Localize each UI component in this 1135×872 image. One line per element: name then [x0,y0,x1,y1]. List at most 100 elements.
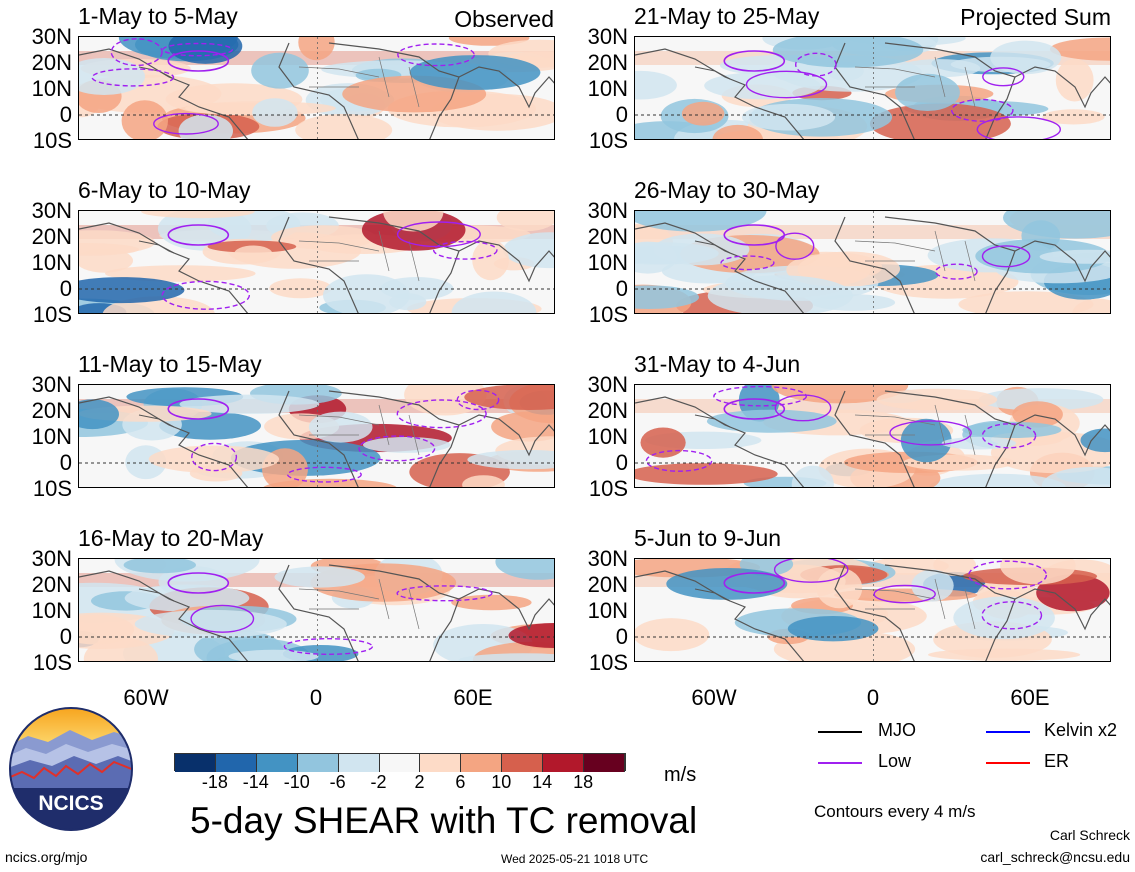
shear-field [79,211,554,313]
colorbar-swatch [543,754,585,772]
shear-map [634,558,1111,662]
shear-field [635,559,1110,661]
colorbar-tick-label: -14 [242,772,269,792]
legend-label-low: Low [878,751,912,771]
colorbar-swatch [256,754,298,772]
colorbar-tick-label: 2 [414,772,425,792]
shear-field [79,559,554,661]
lat-label: 30N [587,546,628,571]
legend-label-er: ER [1044,751,1070,771]
colorbar-swatch [420,754,462,772]
colorbar-swatch [175,754,216,772]
lat-label: 0 [615,102,628,127]
colorbar-ticks: -18 -14 -10 -6 -2 2 6 10 14 18 [174,772,626,794]
lat-label: 10S [32,302,72,327]
panel-title: 26-May to 30-May [634,177,820,203]
shear-field [635,385,1110,487]
lon-label-60w-right: 60W [691,685,737,710]
lat-label: 30N [31,372,72,397]
shear-map [78,210,555,314]
lat-label: 20N [31,398,72,423]
shear-map [78,36,555,140]
contours-note: Contours every 4 m/s [814,802,976,821]
lat-label: 0 [59,102,72,127]
colorbar-swatch [338,754,380,772]
legend-label-mjo: MJO [878,720,916,740]
lat-label: 0 [59,624,72,649]
shear-map [78,384,555,488]
lat-label: 30N [31,24,72,49]
legend-line-er [986,762,1030,764]
lat-label: 30N [587,24,628,49]
lon-label-60w-left: 60W [123,685,169,710]
lat-label: 20N [31,572,72,597]
lon-label-60e-left: 60E [453,685,493,710]
panel-title: 21-May to 25-May [634,3,820,29]
colorbar-tick-label: -6 [329,772,346,792]
lat-label: 20N [31,50,72,75]
panel-title: 11-May to 15-May [78,351,262,377]
observed-label: Observed [454,6,554,32]
lat-label: 10S [588,302,628,327]
colorbar-tick-label: 14 [532,772,553,792]
colorbar-swatch [215,754,257,772]
panel-title: 1-May to 5-May [78,3,238,29]
lat-label: 10S [32,128,72,153]
shear-field [79,385,554,487]
panel-title: 6-May to 10-May [78,177,251,203]
lat-label: 0 [615,276,628,301]
lat-label: 10N [31,424,72,449]
lat-label: 20N [587,224,628,249]
shear-map [78,558,555,662]
colorbar-tick-label: 10 [491,772,512,792]
lon-label-0-right: 0 [866,685,880,710]
lat-label: 20N [587,572,628,597]
lat-label: 10N [587,424,628,449]
shear-map [634,36,1111,140]
lat-label: 30N [587,372,628,397]
legend-line-mjo [818,731,862,733]
lat-label: 10S [32,650,72,675]
panel-title: 31-May to 4-Jun [634,351,801,377]
lat-label: 10N [587,598,628,623]
colorbar [174,753,626,772]
lat-label: 0 [59,276,72,301]
shear-map [634,210,1111,314]
shear-field [635,37,1110,139]
legend-label-kelvin: Kelvin x2 [1044,720,1118,740]
lat-label: 30N [587,198,628,223]
projected-label: Projected Sum [960,4,1111,30]
lat-label: 0 [59,450,72,475]
colorbar-swatch [379,754,421,772]
colorbar-tick-label: -10 [283,772,310,792]
shear-field [635,211,1110,313]
ncics-logo-icon: NCICS [9,707,133,831]
colorbar-swatch [584,754,625,772]
main-title: 5-day SHEAR with TC removal [190,800,698,841]
lat-label: 20N [587,398,628,423]
legend-line-kelvin [986,731,1030,733]
lat-label: 20N [31,224,72,249]
lat-label: 10N [31,250,72,275]
lat-label: 10S [588,128,628,153]
panel-title: 5-Jun to 9-Jun [634,525,782,551]
lat-label: 10N [587,250,628,275]
lon-label-0-left: 0 [309,685,323,710]
panel-title: 16-May to 20-May [78,525,264,551]
colorbar-unit: m/s [664,764,697,786]
colorbar-swatch [297,754,339,772]
colorbar-swatch [502,754,544,772]
footer-email[interactable]: carl_schreck@ncsu.edu [980,849,1130,865]
footer-url[interactable]: ncics.org/mjo [5,849,88,865]
lat-label: 10N [31,598,72,623]
lat-label: 0 [615,624,628,649]
lat-label: 20N [587,50,628,75]
legend-line-low [818,762,862,764]
lon-label-60e-right: 60E [1010,685,1050,710]
colorbar-swatch [461,754,503,772]
colorbar-tick-label: 6 [455,772,466,792]
lat-label: 0 [615,450,628,475]
lat-label: 10S [588,650,628,675]
logo-text: NCICS [38,792,103,815]
lat-label: 10N [587,76,628,101]
